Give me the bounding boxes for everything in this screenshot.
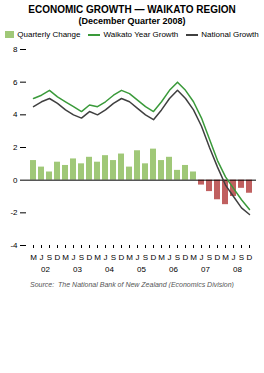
svg-text:S: S — [207, 253, 212, 262]
svg-text:D: D — [247, 253, 253, 262]
svg-text:D: D — [183, 253, 189, 262]
svg-text:6: 6 — [13, 78, 18, 87]
svg-text:D: D — [87, 253, 93, 262]
svg-text:M: M — [222, 253, 229, 262]
html-text:Quarterly Change: Quarterly Change — [17, 30, 81, 39]
svg-text:M: M — [158, 253, 165, 262]
svg-text:07: 07 — [201, 265, 210, 274]
svg-text:J: J — [200, 253, 204, 262]
svg-text:S: S — [175, 253, 180, 262]
svg-text:03: 03 — [73, 265, 82, 274]
svg-text:D: D — [55, 253, 61, 262]
svg-text:08: 08 — [233, 265, 242, 274]
svg-text:4: 4 — [13, 110, 18, 119]
svg-text:M: M — [126, 253, 133, 262]
svg-text:M: M — [94, 253, 101, 262]
svg-text:2: 2 — [13, 143, 18, 152]
svg-text:0: 0 — [13, 176, 18, 185]
svg-text:02: 02 — [41, 265, 50, 274]
svg-text:J: J — [232, 253, 236, 262]
svg-text:J: J — [72, 253, 76, 262]
svg-text:J: J — [104, 253, 108, 262]
svg-text:06: 06 — [169, 265, 178, 274]
svg-text:04: 04 — [105, 265, 114, 274]
svg-text:8: 8 — [13, 45, 18, 54]
svg-text:J: J — [136, 253, 140, 262]
html-text:(December Quarter 2008): (December Quarter 2008) — [78, 16, 186, 26]
svg-text:D: D — [215, 253, 221, 262]
svg-text:-2: -2 — [10, 208, 18, 217]
svg-text:M: M — [62, 253, 69, 262]
svg-text:S: S — [111, 253, 116, 262]
svg-text:-4: -4 — [10, 241, 18, 250]
html-text:Source: The National Bank of N: Source: The National Bank of New Zealand… — [30, 281, 234, 288]
svg-text:J: J — [40, 253, 44, 262]
svg-text:J: J — [168, 253, 172, 262]
html-text:ECONOMIC GROWTH — WAIKATO REGI: ECONOMIC GROWTH — WAIKATO REGION — [28, 4, 236, 15]
svg-text:D: D — [151, 253, 157, 262]
svg-text:S: S — [239, 253, 244, 262]
svg-text:M: M — [190, 253, 197, 262]
svg-text:05: 05 — [137, 265, 146, 274]
svg-text:M: M — [30, 253, 37, 262]
svg-text:S: S — [47, 253, 52, 262]
svg-text:D: D — [119, 253, 125, 262]
html-text:National Growth: National Growth — [201, 30, 259, 39]
html-text:Waikato Year Growth: Waikato Year Growth — [103, 30, 179, 39]
svg-text:S: S — [79, 253, 84, 262]
svg-text:S: S — [143, 253, 148, 262]
